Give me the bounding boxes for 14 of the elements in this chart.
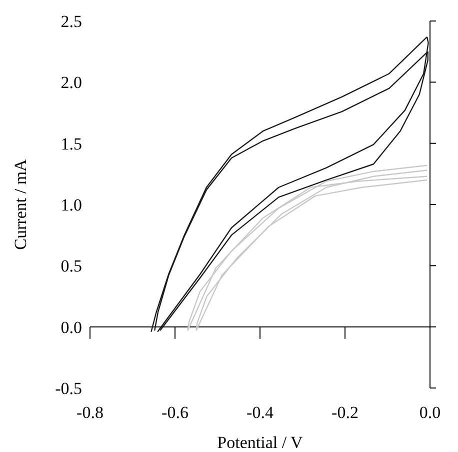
x-tick-label: 0.0 (419, 403, 441, 422)
y-tick-label: 2.5 (60, 12, 82, 32)
y-tick-label: 1.0 (60, 196, 82, 215)
y-tick-label: 0.5 (60, 256, 82, 276)
y-tick-label: -0.5 (55, 379, 82, 398)
y-tick-label: 0.0 (60, 318, 82, 337)
x-tick-label: -0.2 (332, 403, 358, 422)
y-axis-title: Current / mA (11, 158, 30, 250)
x-axis-title: Potential / V (217, 433, 304, 452)
y-tick-label: 2.0 (60, 73, 82, 92)
x-tick-label: -0.8 (76, 403, 104, 422)
y-tick-label: 1.5 (60, 134, 82, 154)
x-tick-label: -0.4 (246, 403, 274, 422)
x-tick-label: -0.6 (162, 403, 188, 422)
